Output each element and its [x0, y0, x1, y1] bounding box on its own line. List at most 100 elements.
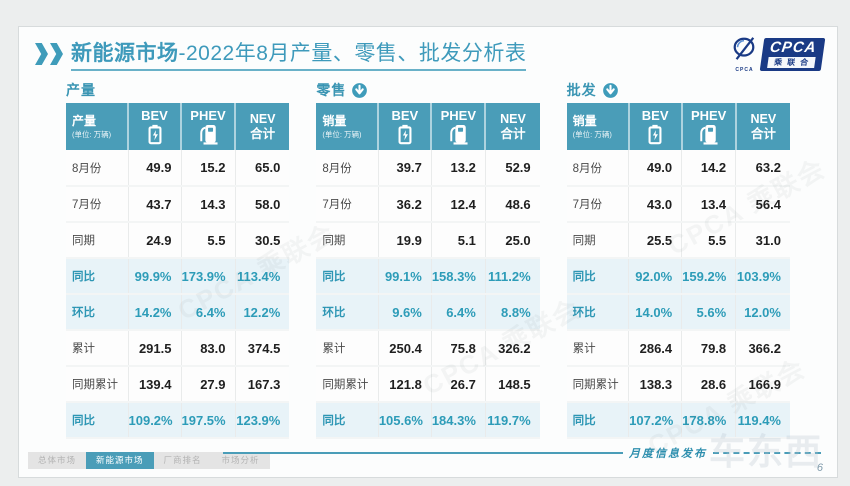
row-label: 8月份: [316, 150, 379, 187]
cell-value: 12.2%: [235, 294, 290, 331]
table-section-wholesale: 批发 销量 (单位: 万辆) BEV: [566, 79, 790, 439]
cell-value: 75.8: [431, 330, 486, 367]
cell-value: 31.0: [735, 222, 790, 259]
row-label: 8月份: [66, 150, 129, 187]
table-row: 环比 14.0% 5.6% 12.0%: [566, 294, 790, 331]
cell-value: 5.1: [431, 222, 486, 259]
table-row: 环比 14.2% 6.4% 12.2%: [66, 294, 290, 331]
unit-label: (单位: 万辆): [322, 129, 362, 139]
cell-value: 79.8: [681, 330, 737, 367]
download-icon[interactable]: [351, 81, 369, 99]
row-label: 同比: [316, 258, 379, 295]
table-row: 8月份 49.0 14.2 63.2: [566, 150, 790, 187]
table-row: 累计 291.5 83.0 374.5: [66, 330, 290, 367]
cell-value: 139.4: [128, 366, 182, 403]
column-header-measure: 销量 (单位: 万辆): [566, 103, 630, 150]
unit-label: (单位: 万辆): [572, 129, 612, 139]
cell-value: 184.3%: [431, 402, 486, 439]
data-table: 销量 (单位: 万辆) BEV PHEV NEV: [316, 103, 540, 439]
cell-value: 148.5: [485, 366, 540, 403]
cell-value: 103.9%: [735, 258, 790, 295]
charger-icon: [700, 124, 718, 145]
table-row: 累计 250.4 75.8 326.2: [316, 330, 540, 367]
table-row: 同期累计 138.3 28.6 166.9: [566, 366, 790, 403]
charger-icon: [199, 124, 218, 145]
data-table: 销量 (单位: 万辆) BEV PHEV NEV: [566, 103, 790, 439]
cell-value: 14.2%: [128, 294, 182, 331]
table-row: 环比 9.6% 6.4% 8.8%: [316, 294, 540, 331]
cell-value: 12.4: [431, 186, 486, 223]
footer-tab-0[interactable]: 总体市场: [38, 455, 77, 465]
phev-label: PHEV: [440, 107, 477, 123]
battery-icon: [648, 124, 662, 144]
battery-icon: [398, 124, 412, 144]
cpca-acronym: CPCA: [769, 38, 819, 56]
cell-value: 52.9: [485, 150, 540, 187]
nev-label-line1: NEV: [249, 111, 276, 126]
column-header-nev: NEV 合计: [485, 103, 540, 150]
cell-value: 13.4: [681, 186, 737, 223]
table-row: 同期累计 121.8 26.7 148.5: [316, 366, 540, 403]
cell-value: 26.7: [431, 366, 486, 403]
cell-value: 109.2%: [128, 402, 182, 439]
phev-label: PHEV: [190, 107, 226, 123]
row-label: 同期累计: [566, 366, 630, 403]
table-row: 同比 105.6% 184.3% 119.7%: [316, 402, 540, 439]
cpca-name: 乘联合: [767, 56, 816, 68]
row-label: 同比: [316, 402, 379, 439]
cell-value: 158.3%: [431, 258, 486, 295]
cell-value: 14.0%: [628, 294, 683, 331]
table-row: 8月份 49.9 15.2 65.0: [66, 150, 290, 187]
footer-rule: [223, 452, 623, 454]
table-row: 同比 99.1% 158.3% 111.2%: [316, 258, 540, 295]
column-header-bev: BEV: [628, 103, 683, 150]
footer-tab-2[interactable]: 厂商排名: [163, 455, 202, 465]
tables-wrap: 产量 产量 (单位: 万辆) BEV: [19, 75, 837, 439]
cell-value: 36.2: [378, 186, 432, 223]
nev-label-line2: 合计: [250, 126, 276, 141]
cell-value: 173.9%: [181, 258, 236, 295]
bev-label: BEV: [141, 107, 168, 123]
cell-value: 5.5: [181, 222, 236, 259]
cell-value: 178.8%: [681, 402, 737, 439]
cell-value: 19.9: [378, 222, 432, 259]
cell-value: 121.8: [378, 366, 432, 403]
row-label: 同比: [66, 402, 129, 439]
row-label: 7月份: [66, 186, 129, 223]
cpca-logo-block: CPCA 乘联合: [760, 37, 826, 71]
download-icon[interactable]: [601, 81, 619, 99]
cell-value: 28.6: [681, 366, 737, 403]
cell-value: 291.5: [128, 330, 182, 367]
footer-tab-1[interactable]: 新能源市场: [86, 452, 154, 469]
row-label: 累计: [66, 330, 129, 367]
cell-value: 166.9: [735, 366, 790, 403]
unit-label: (单位: 万辆): [72, 129, 112, 139]
table-row: 7月份 36.2 12.4 48.6: [316, 186, 540, 223]
cell-value: 8.8%: [485, 294, 540, 331]
table-row: 同期 24.9 5.5 30.5: [66, 222, 290, 259]
table-row: 8月份 39.7 13.2 52.9: [316, 150, 540, 187]
bev-label: BEV: [391, 107, 419, 123]
cell-value: 43.7: [128, 186, 182, 223]
cell-value: 49.9: [128, 150, 182, 187]
row-label: 同期累计: [316, 366, 379, 403]
cell-value: 123.9%: [235, 402, 290, 439]
row-label: 同期: [316, 222, 379, 259]
cell-value: 113.4%: [235, 258, 290, 295]
footer-tab-3[interactable]: 市场分析: [221, 455, 260, 465]
page-title-rest: -2022年8月产量、零售、批发分析表: [178, 42, 527, 65]
cell-value: 5.5: [681, 222, 737, 259]
section-head: 零售: [316, 79, 539, 101]
footer-right: 月度信息发布: [223, 445, 821, 461]
column-header-phev: PHEV: [431, 103, 487, 150]
cell-value: 43.0: [628, 186, 683, 223]
cell-value: 99.1%: [378, 258, 432, 295]
table-row: 累计 286.4 79.8 366.2: [566, 330, 790, 367]
cell-value: 30.5: [235, 222, 290, 259]
cell-value: 99.9%: [128, 258, 182, 295]
cell-value: 197.5%: [181, 402, 236, 439]
phev-label: PHEV: [690, 107, 727, 123]
cell-value: 167.3: [235, 366, 290, 403]
cell-value: 9.6%: [378, 294, 432, 331]
double-chevron-icon: [35, 43, 63, 65]
